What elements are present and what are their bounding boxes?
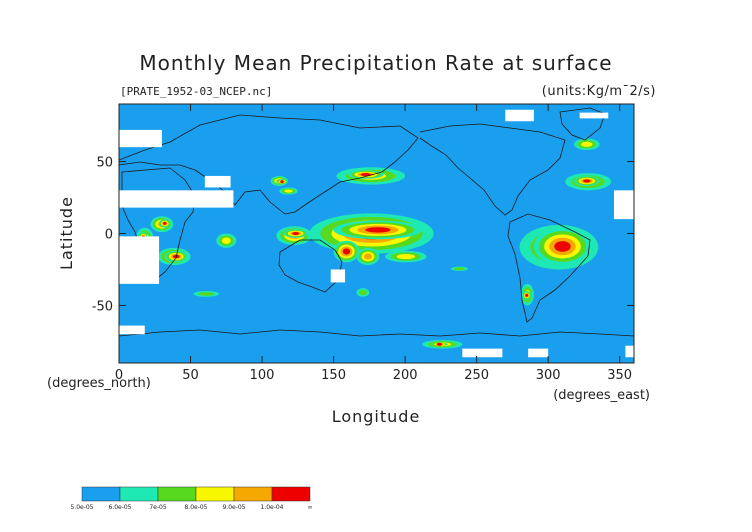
y-tick-label-0: 0 [105,228,113,243]
precip-region-4-level-3 [396,253,416,260]
missing-patch-4 [330,269,346,283]
precip-region-18-level-3 [221,237,231,244]
colorbar-swatch-4 [233,486,273,502]
x-unit-label: (degrees_east) [553,388,650,403]
precip-region-3-level-4 [363,253,372,260]
colorbar-label-3: 8.0e-05 [184,504,207,511]
precip-region-2-level-5 [342,248,351,255]
coast-africa [121,167,196,280]
missing-patch-7 [119,325,145,335]
colorbar-swatch-2 [157,486,197,502]
x-axis-label: Longitude [332,407,421,426]
missing-data-patches [119,109,634,358]
y-tick-label--50: -50 [92,299,113,314]
missing-patch-5 [462,348,503,358]
missing-patch-0 [119,236,160,284]
missing-patch-10 [579,112,609,119]
missing-patch-9 [505,109,534,122]
x-tick-label-50: 50 [182,368,199,383]
coastline-outlines [119,107,634,337]
colorbar: 5.0e-05 6.0e-05 7e-05 8.0e-05 9.0e-05 1.0e-04… [70,486,313,511]
colorbar-label-6: ∞ [308,504,313,511]
x-tick-label-350: 350 [607,368,632,383]
chart-subtitle: [PRATE_1952-03_NCEP.nc] [120,85,272,98]
chart-title: Monthly Mean Precipitation Rate at surfa… [139,51,612,75]
missing-patch-3 [119,129,162,148]
missing-patch-8 [613,190,634,220]
x-tick-label-300: 300 [536,368,561,383]
missing-patch-6 [528,348,549,358]
x-tick-label-0: 0 [115,368,123,383]
coast-north-america [419,123,566,216]
precip-region-24-level-3 [581,141,593,147]
precip-region-21-level-5 [554,241,571,252]
precip-region-15-level-5 [163,221,167,225]
missing-patch-2 [204,175,231,188]
y-axis: 50 0 -50 [92,156,634,314]
precip-region-8-level-5 [292,232,300,235]
x-tick-label-200: 200 [393,368,418,383]
coast-antarctica [119,329,634,337]
missing-patch-1 [119,190,234,208]
precip-region-28-level-5 [436,342,442,346]
missing-patch-11 [625,345,634,358]
plot-area [118,103,635,364]
y-unit-label: (degrees_north) [47,376,151,391]
y-tick-label-50: 50 [96,156,113,171]
x-axis: 0 50 100 150 200 250 300 350 [115,104,632,383]
precip-region-30-level-2 [198,292,215,296]
precip-region-11-level-5 [280,180,284,184]
precip-region-9-level-3 [284,189,293,193]
colorbar-label-1: 6.0e-05 [108,504,131,511]
coast-greenland [559,107,606,141]
colorbar-label-0: 5.0e-05 [70,504,93,511]
precip-region-26-level-5 [525,293,529,297]
x-tick-label-250: 250 [464,368,489,383]
y-axis-label: Latitude [57,196,76,270]
x-tick-label-100: 100 [250,368,275,383]
colorbar-swatch-5 [271,486,311,502]
precip-region-1-level-5 [365,227,391,233]
x-tick-label-150: 150 [321,368,346,383]
colorbar-swatch-1 [119,486,159,502]
colorbar-label-2: 7e-05 [149,504,166,511]
colorbar-swatch-0 [81,486,121,502]
units-label: (units:Kg/m¯2/s) [542,84,656,99]
precip-region-31-level-2 [454,267,465,271]
precip-region-23-level-5 [583,179,591,183]
coast-south-america [507,213,591,323]
colorbar-swatch-3 [195,486,235,502]
precip-region-29-level-2 [358,289,367,296]
coast-australia [278,239,343,293]
colorbar-label-5: 1.0e-04 [260,504,283,511]
precip-region-6-level-5 [360,173,371,177]
colorbar-label-4: 9.0e-05 [222,504,245,511]
